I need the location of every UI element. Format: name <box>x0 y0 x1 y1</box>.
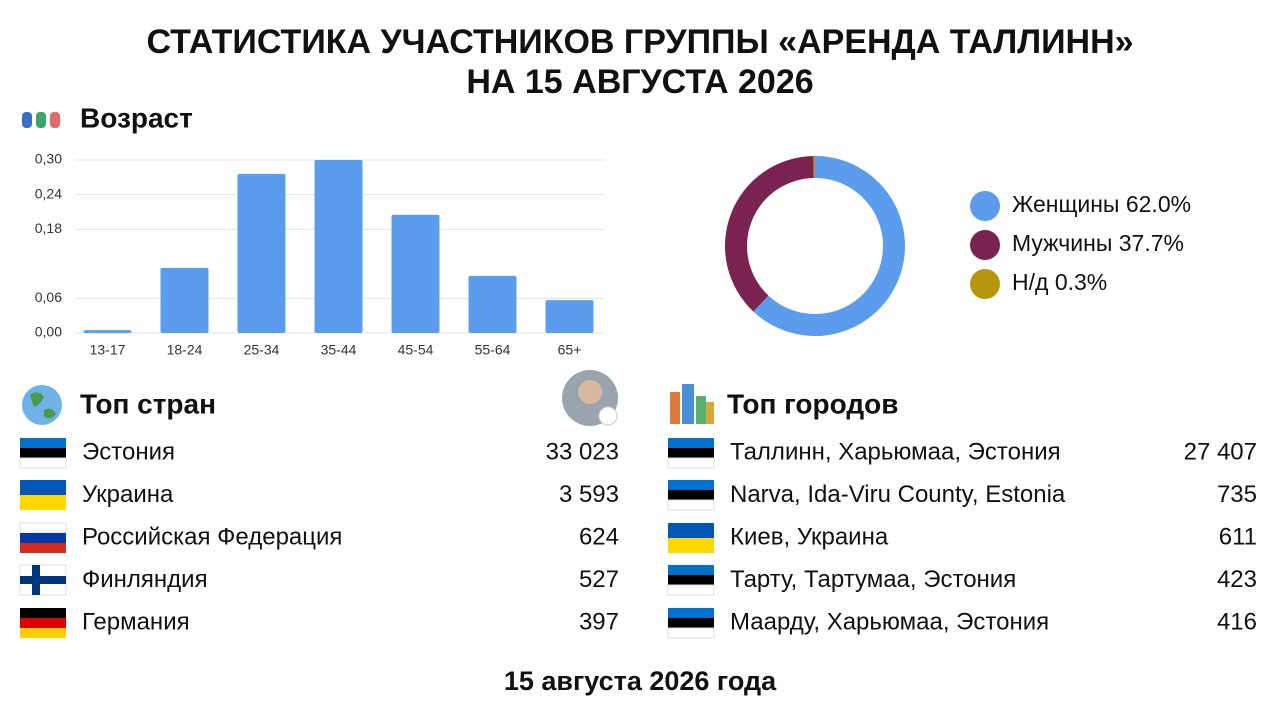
title-line: НА 15 АВГУСТА 2026 <box>466 63 813 101</box>
bar <box>391 214 440 333</box>
row-name: Финляндия <box>82 566 208 593</box>
row-count: 3 593 <box>559 481 619 508</box>
row-count: 27 407 <box>1184 438 1257 465</box>
row-count: 416 <box>1217 608 1257 635</box>
avatar[interactable] <box>562 370 618 426</box>
section-title: Топ городов <box>727 388 898 419</box>
legend-name: Н/д <box>1012 269 1049 295</box>
y-tick-label: 0,30 <box>35 151 62 167</box>
row-name: Эстония <box>82 438 175 465</box>
x-tick-label: 55-64 <box>475 342 511 358</box>
row-count: 397 <box>579 608 619 635</box>
pie-slice <box>813 156 815 179</box>
legend-value: 37.7% <box>1119 230 1184 256</box>
x-tick-label: 25-34 <box>244 342 280 358</box>
legend-label: Женщины 62.0% <box>1012 191 1191 217</box>
row-count: 624 <box>579 523 619 550</box>
legend-swatch <box>970 269 1000 299</box>
city-icon <box>670 384 714 424</box>
bar <box>314 160 363 333</box>
row-name: Российская Федерация <box>82 523 342 550</box>
bar <box>468 275 517 333</box>
legend-label: Мужчины 37.7% <box>1012 230 1184 256</box>
age-icon <box>22 112 60 128</box>
row-name: Маарду, Харьюмаа, Эстония <box>730 608 1049 635</box>
y-tick-label: 0,00 <box>35 324 62 340</box>
row-name: Тарту, Тартумаа, Эстония <box>730 566 1016 593</box>
section-title: Топ стран <box>80 388 216 419</box>
pie-slice <box>725 156 814 312</box>
y-tick-label: 0,18 <box>35 220 62 236</box>
row-name: Украина <box>82 481 174 508</box>
legend-value: 62.0% <box>1126 191 1191 217</box>
x-tick-label: 35-44 <box>321 342 357 358</box>
x-tick-label: 45-54 <box>398 342 434 358</box>
x-tick-label: 18-24 <box>167 342 203 358</box>
row-name: Narva, Ida-Viru County, Estonia <box>730 481 1066 508</box>
legend-swatch <box>970 230 1000 260</box>
bar <box>83 330 132 333</box>
flags <box>19 438 715 639</box>
y-tick-label: 0,06 <box>35 289 62 305</box>
pie-slice <box>753 156 905 336</box>
legend-value: 0.3% <box>1055 269 1107 295</box>
section-title: Возраст <box>80 102 193 133</box>
row-count: 735 <box>1217 481 1257 508</box>
legend-swatch <box>970 191 1000 221</box>
row-name: Германия <box>82 608 190 635</box>
legend-name: Мужчины <box>1012 230 1112 256</box>
y-tick-label: 0,24 <box>35 185 62 201</box>
row-name: Таллинн, Харьюмаа, Эстония <box>730 438 1061 465</box>
row-name: Киев, Украина <box>730 523 889 550</box>
row-count: 423 <box>1217 566 1257 593</box>
row-count: 33 023 <box>546 438 619 465</box>
legend-name: Женщины <box>1012 191 1119 217</box>
legend-label: Н/д 0.3% <box>1012 269 1107 295</box>
footer: 15 августа 2026 года <box>504 666 777 696</box>
bar <box>237 173 286 333</box>
title-line: СТАТИСТИКА УЧАСТНИКОВ ГРУППЫ «АРЕНДА ТАЛ… <box>146 23 1133 61</box>
x-tick-label: 65+ <box>558 342 582 358</box>
bar <box>545 300 594 333</box>
row-count: 611 <box>1219 523 1257 550</box>
globe-icon <box>22 385 62 425</box>
x-tick-label: 13-17 <box>90 342 126 358</box>
bar <box>160 267 209 333</box>
row-count: 527 <box>579 566 619 593</box>
